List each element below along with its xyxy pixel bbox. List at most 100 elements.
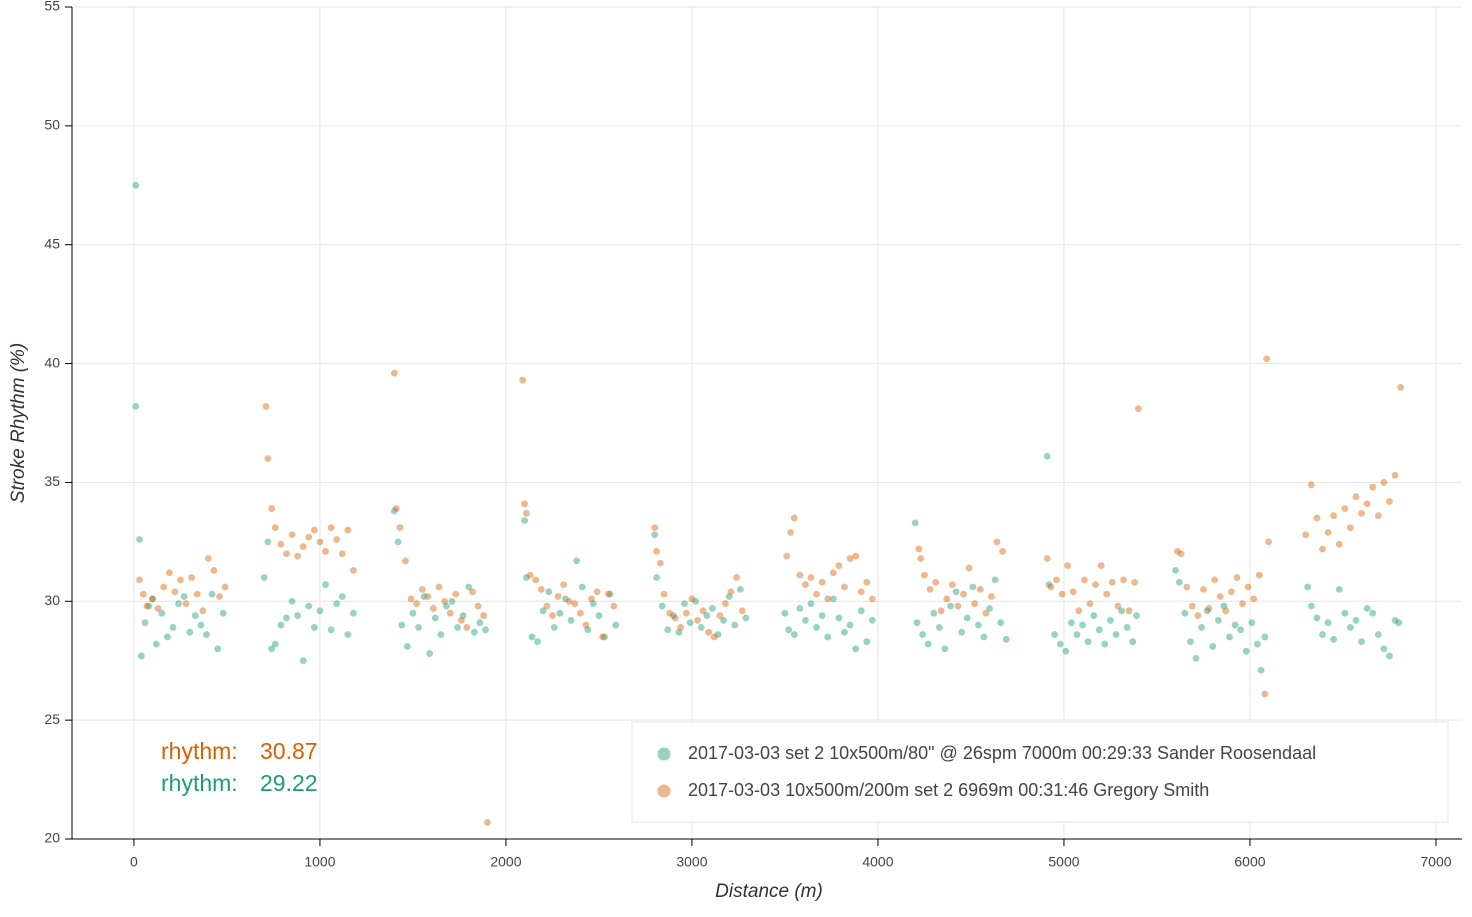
point (1175, 578, 1183, 586)
point (1101, 640, 1109, 648)
point (327, 626, 335, 634)
point (813, 624, 820, 631)
point (841, 583, 848, 591)
point (1205, 605, 1213, 612)
point (986, 605, 993, 612)
point (483, 818, 491, 826)
point (1086, 600, 1094, 608)
point (694, 616, 701, 624)
point (1386, 498, 1393, 505)
point (582, 621, 590, 629)
point (1255, 571, 1263, 579)
point (1108, 578, 1116, 586)
point (1056, 640, 1064, 648)
point (1047, 583, 1055, 591)
point (835, 614, 843, 622)
annotation-value: 29.22 (260, 770, 318, 796)
point (169, 624, 177, 631)
point (658, 602, 666, 610)
point (1313, 614, 1321, 622)
legend-label: 2017-03-03 10x500m/200m set 2 6969m 00:3… (688, 780, 1209, 800)
point (790, 631, 798, 638)
point (664, 626, 672, 634)
point (606, 590, 614, 598)
point (1045, 581, 1053, 589)
point (214, 645, 222, 653)
point (954, 602, 962, 610)
point (692, 597, 700, 605)
point (350, 566, 357, 574)
point (738, 607, 746, 615)
point (980, 633, 988, 641)
point (1103, 590, 1111, 598)
point (283, 550, 290, 558)
point (1079, 621, 1086, 629)
point (829, 595, 837, 603)
point (431, 614, 439, 622)
point (857, 588, 865, 596)
point (952, 588, 960, 596)
point (787, 528, 794, 536)
point (418, 586, 426, 593)
point (1216, 593, 1224, 600)
point (316, 538, 324, 546)
point (327, 524, 335, 531)
point (1397, 383, 1405, 391)
point (1374, 512, 1382, 520)
point (396, 524, 404, 531)
point (446, 609, 454, 617)
point (188, 574, 195, 581)
point (333, 600, 341, 608)
point (1134, 405, 1142, 413)
point (1265, 538, 1272, 546)
point (219, 609, 227, 617)
x-tick-label: 3000 (676, 854, 707, 870)
point (1081, 576, 1088, 584)
point (1118, 607, 1126, 615)
legend-box (631, 721, 1449, 823)
point (277, 621, 285, 629)
point (137, 652, 145, 660)
point (457, 616, 465, 624)
point (437, 631, 445, 638)
x-axis-title: Distance (m) (715, 881, 823, 902)
point (686, 619, 694, 627)
point (441, 597, 448, 605)
point (958, 628, 966, 636)
point (1129, 638, 1137, 646)
annotation-value: 30.87 (260, 738, 318, 764)
point (1043, 555, 1051, 562)
point (182, 600, 190, 608)
point (727, 588, 735, 596)
point (588, 595, 595, 603)
point (651, 531, 659, 539)
point (262, 402, 270, 410)
point (448, 597, 456, 605)
point (567, 616, 575, 624)
point (288, 597, 296, 605)
point (595, 612, 603, 619)
point (136, 536, 143, 543)
point (534, 638, 541, 646)
point (1341, 505, 1349, 512)
point (1319, 545, 1326, 553)
point (1391, 616, 1399, 624)
point (1084, 638, 1092, 646)
point (1095, 626, 1103, 634)
point (208, 590, 216, 598)
point (1233, 574, 1241, 581)
point (660, 590, 668, 598)
point (1064, 562, 1072, 570)
point (1395, 619, 1403, 627)
point (671, 614, 679, 622)
point (1244, 583, 1252, 591)
point (1239, 600, 1246, 608)
point (539, 607, 547, 615)
point (576, 609, 584, 617)
point (653, 574, 661, 581)
point (139, 590, 147, 598)
x-tick-label: 5000 (1048, 854, 1079, 870)
point (785, 626, 793, 634)
point (264, 455, 272, 463)
point (1369, 609, 1377, 617)
